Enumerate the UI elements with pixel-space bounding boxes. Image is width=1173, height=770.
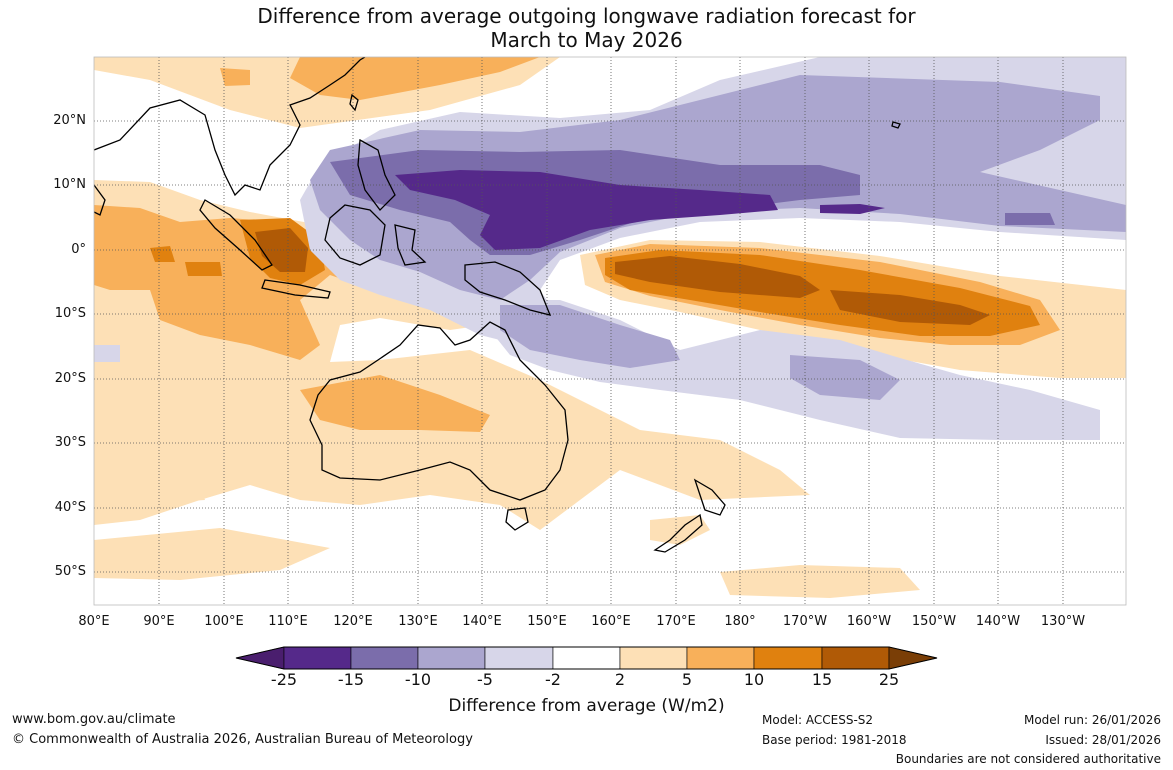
colorbar-tick-label: 2 xyxy=(614,670,626,689)
colorbar-high-extension xyxy=(888,646,938,670)
issued-date: Issued: 28/01/2026 xyxy=(1045,733,1161,747)
philippines-coastline xyxy=(357,138,396,211)
lon-label: 140°E xyxy=(462,614,502,629)
lat-label-30s: 30°S xyxy=(54,435,86,450)
borneo-coastline xyxy=(324,204,386,266)
colorbar-outline xyxy=(235,646,938,670)
anomaly-minus25-to-minus15 xyxy=(395,170,885,250)
anomaly-15-to-25 xyxy=(255,228,990,325)
colorbar-swatch xyxy=(484,646,554,670)
colorbar-tick-label: 10 xyxy=(743,670,765,689)
colorbar-swatch xyxy=(417,646,486,670)
lat-label-10s: 10°S xyxy=(54,306,86,321)
coastlines xyxy=(94,57,901,553)
tasmania-coastline xyxy=(505,507,529,531)
lat-label-10n: 10°N xyxy=(53,177,86,192)
india-coastline xyxy=(94,184,106,216)
hawaii-coastline xyxy=(891,121,901,129)
lon-label: 90°E xyxy=(143,614,175,629)
sumatra-coastline xyxy=(199,199,273,271)
base-period: Base period: 1981-2018 xyxy=(762,733,907,747)
colorbar xyxy=(235,646,938,670)
lon-label: 160°W xyxy=(846,614,892,629)
lat-label-50s: 50°S xyxy=(54,564,86,579)
website-link[interactable]: www.bom.gov.au/climate xyxy=(12,712,176,727)
lon-label: 100°E xyxy=(204,614,244,629)
australia-coastline xyxy=(309,321,569,501)
lat-label-40s: 40°S xyxy=(54,500,86,515)
colorbar-tick-label: -25 xyxy=(270,670,298,689)
java-coastline xyxy=(261,279,331,299)
lon-label: 130°E xyxy=(398,614,438,629)
lon-label: 180° xyxy=(724,614,756,629)
title-line-1: Difference from average outgoing longwav… xyxy=(257,4,916,28)
lon-label: 170°E xyxy=(656,614,696,629)
colorbar-tick-label: -10 xyxy=(404,670,432,689)
taiwan-coastline xyxy=(349,93,359,112)
colorbar-swatch xyxy=(619,646,688,670)
new-guinea-coastline xyxy=(464,261,552,316)
title-line-2: March to May 2026 xyxy=(490,28,683,52)
model-run-date: Model run: 26/01/2026 xyxy=(1023,713,1161,727)
colorbar-low-extension xyxy=(235,646,285,670)
asia-coastline xyxy=(94,57,366,197)
lon-label: 150°E xyxy=(527,614,567,629)
colorbar-swatch xyxy=(552,646,621,670)
colorbar-tick-label: -5 xyxy=(477,670,493,689)
copyright-text: © Commonwealth of Australia 2026, Austra… xyxy=(12,732,473,747)
colorbar-swatch xyxy=(821,646,890,670)
sulawesi-coastline xyxy=(394,224,427,266)
lon-label: 160°E xyxy=(591,614,631,629)
colorbar-title: Difference from average (W/m2) xyxy=(448,696,725,716)
colorbar-swatch xyxy=(283,646,352,670)
colorbar-tick-label: -2 xyxy=(545,670,561,689)
new-zealand-north-coastline xyxy=(693,478,726,516)
colorbar-tick-label: 15 xyxy=(811,670,833,689)
chart-title: Difference from average outgoing longwav… xyxy=(0,4,1173,52)
new-zealand-south-coastline xyxy=(653,513,703,553)
colorbar-swatch xyxy=(350,646,419,670)
colorbar-tick-label: 5 xyxy=(681,670,693,689)
colorbar-swatch xyxy=(686,646,755,670)
colorbar-swatch xyxy=(753,646,823,670)
map-frame xyxy=(93,56,1127,606)
lon-label: 110°E xyxy=(268,614,308,629)
model-name: Model: ACCESS-S2 xyxy=(762,713,874,727)
lon-label: 150°W xyxy=(911,614,957,629)
lat-label-20s: 20°S xyxy=(54,371,86,386)
lat-label-20n: 20°N xyxy=(53,113,86,128)
lat-label-equator: 0° xyxy=(71,242,86,257)
lon-label: 170°W xyxy=(782,614,828,629)
lon-label: 120°E xyxy=(333,614,373,629)
lon-label: 80°E xyxy=(78,614,110,629)
anomaly-fields xyxy=(94,57,1126,598)
lon-label: 140°W xyxy=(975,614,1021,629)
colorbar-tick-label: -15 xyxy=(337,670,365,689)
colorbar-tick-label: 25 xyxy=(878,670,900,689)
boundaries-disclaimer: Boundaries are not considered authoritat… xyxy=(895,752,1161,766)
graticule xyxy=(94,57,1126,605)
lon-label: 130°W xyxy=(1040,614,1086,629)
